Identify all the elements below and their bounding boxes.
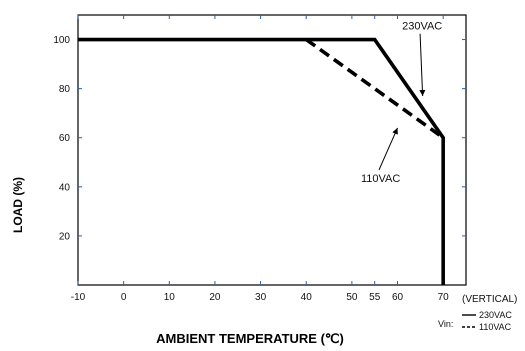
series-line-110vac — [305, 38, 445, 140]
x-tick-label: 70 — [438, 292, 450, 303]
y-tick-label: 100 — [53, 35, 70, 46]
x-tick-label: 50 — [346, 292, 358, 303]
legend-prefix: Vin: — [438, 319, 453, 329]
x-tick-label: -10 — [71, 292, 86, 303]
annotation-label-230vac: 230VAC — [402, 21, 442, 33]
axis-ticks: -10 0 10 20 30 40 50 55 60 70 20 40 60 80 100 — [53, 15, 466, 303]
annotation-arrowhead — [419, 89, 426, 96]
x-tick-label: 60 — [392, 292, 404, 303]
x-tick-label: 20 — [209, 292, 221, 303]
y-tick-label: 40 — [59, 182, 71, 193]
y-tick-label: 60 — [59, 133, 71, 144]
annotations: 230VAC 110VAC — [361, 21, 442, 185]
series-line-230vac — [78, 37, 445, 285]
x-tick-label: 30 — [255, 292, 267, 303]
x-tick-label: 10 — [164, 292, 176, 303]
annotation-arrowhead — [392, 127, 398, 135]
y-axis-title: LOAD (%) — [11, 177, 25, 233]
y-tick-label: 20 — [59, 231, 71, 242]
annotation-arrow — [419, 33, 424, 97]
x-tick-label: 0 — [121, 292, 127, 303]
series-lines — [78, 37, 445, 285]
legend-label-110vac: 110VAC — [479, 322, 512, 332]
y-tick-label: 80 — [59, 84, 71, 95]
annotation-label-110vac: 110VAC — [361, 173, 400, 185]
legend-label-230vac: 230VAC — [479, 310, 512, 320]
plot-frame — [77, 14, 467, 286]
annotation-arrow — [378, 127, 398, 171]
x-tick-label: 40 — [301, 292, 313, 303]
x-axis-note: (VERTICAL) — [462, 294, 517, 305]
x-tick-label: 55 — [369, 292, 381, 303]
x-axis-title: AMBIENT TEMPERATURE (℃) — [156, 331, 344, 346]
legend: Vin: 230VAC 110VAC — [438, 310, 512, 332]
